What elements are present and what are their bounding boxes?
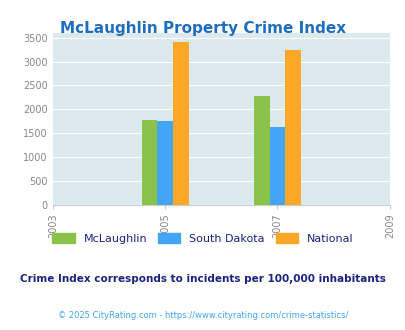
Bar xyxy=(173,42,188,205)
Text: Crime Index corresponds to incidents per 100,000 inhabitants: Crime Index corresponds to incidents per… xyxy=(20,274,385,284)
Bar xyxy=(141,120,157,205)
Text: © 2025 CityRating.com - https://www.cityrating.com/crime-statistics/: © 2025 CityRating.com - https://www.city… xyxy=(58,311,347,320)
Bar xyxy=(269,127,285,205)
Bar xyxy=(285,50,300,205)
Text: McLaughlin Property Crime Index: McLaughlin Property Crime Index xyxy=(60,21,345,36)
Legend: McLaughlin, South Dakota, National: McLaughlin, South Dakota, National xyxy=(48,228,357,248)
Bar xyxy=(157,121,173,205)
Bar xyxy=(253,96,269,205)
